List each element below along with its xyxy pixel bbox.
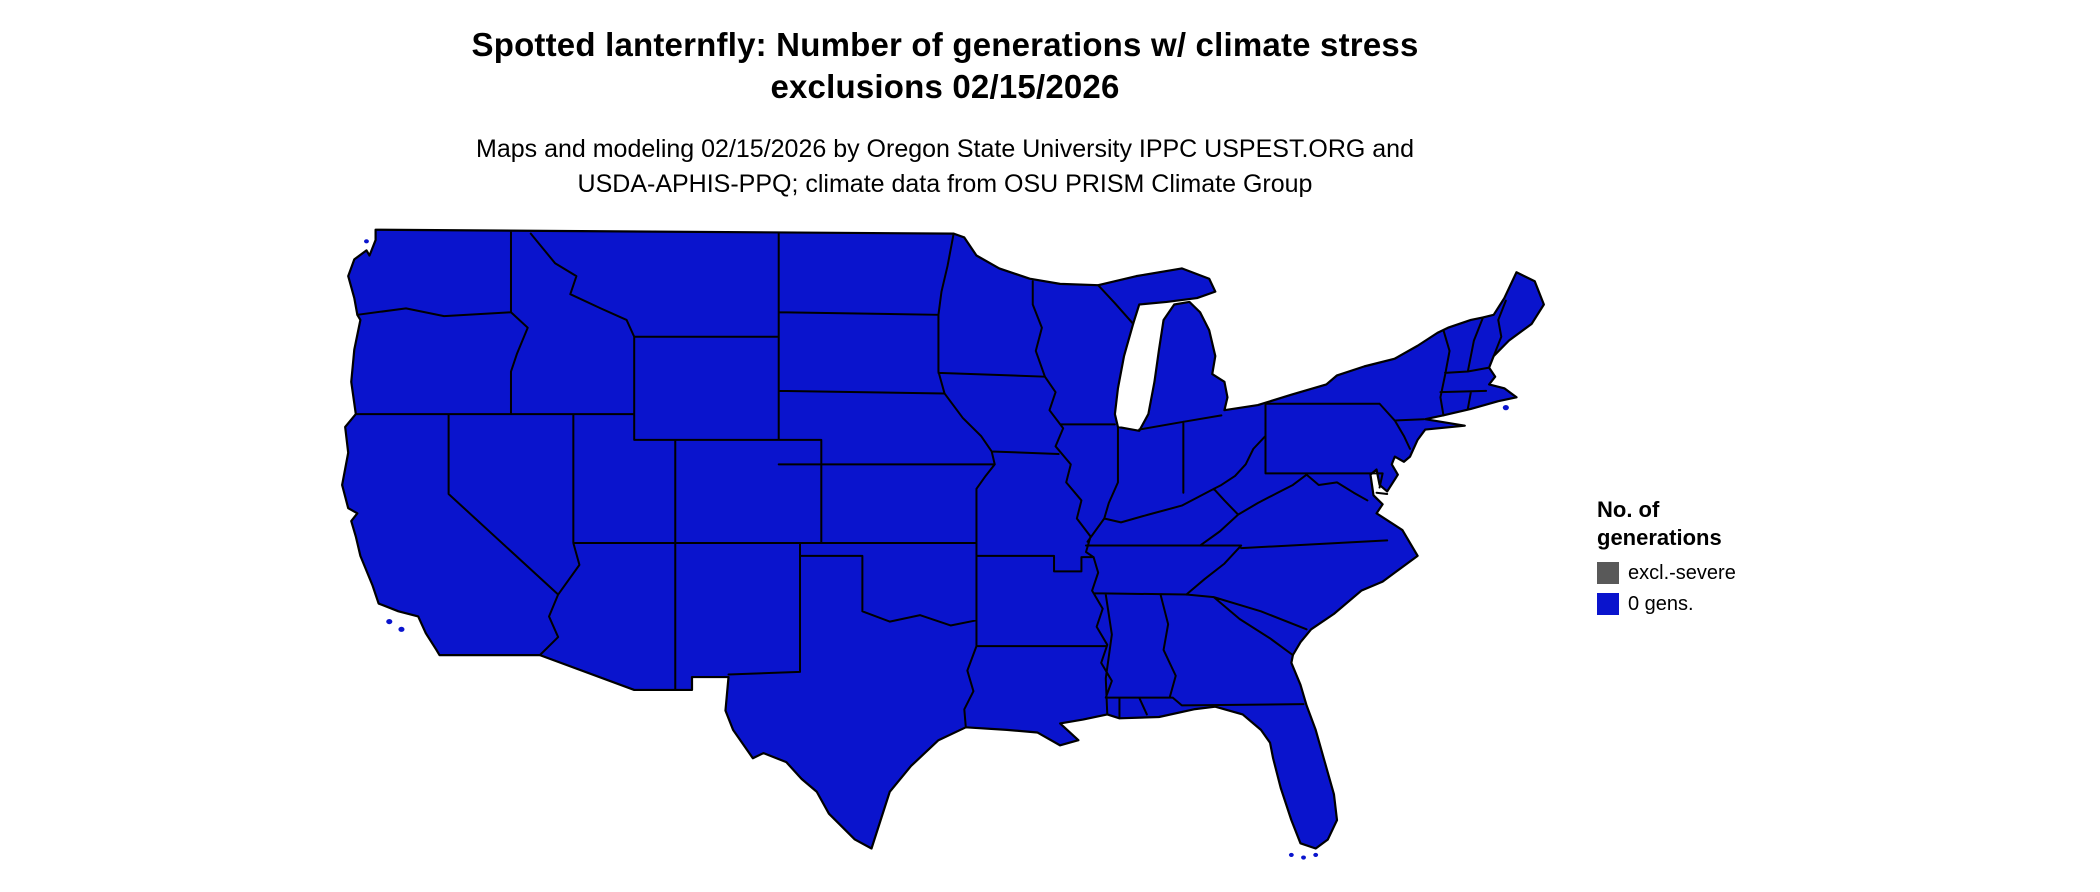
title-line-2: exclusions 02/15/2026: [770, 68, 1120, 105]
island-key-1: [1288, 852, 1294, 857]
zero-gens-swatch: [1597, 593, 1619, 615]
map-title: Spotted lanternfly: Number of generation…: [0, 24, 1890, 108]
state-borders: [356, 232, 1506, 727]
conus-landmass: [342, 230, 1544, 860]
map-subtitle: Maps and modeling 02/15/2026 by Oregon S…: [0, 132, 1890, 202]
island-nantucket: [1502, 405, 1509, 411]
legend-item-0-gens: 0 gens.: [1597, 592, 1736, 616]
us-conus-map: [333, 222, 1553, 860]
legend-title-line-2: generations: [1597, 525, 1722, 550]
subtitle-line-1: Maps and modeling 02/15/2026 by Oregon S…: [476, 135, 1414, 163]
legend-title-line-1: No. of: [1597, 497, 1660, 522]
legend-label-excl-severe: excl.-severe: [1628, 562, 1736, 584]
island-channel-1: [386, 619, 393, 625]
excl-severe-swatch-rect: [1597, 562, 1619, 584]
legend-item-excl-severe: excl.-severe: [1597, 561, 1736, 585]
legend-label-0-gens: 0 gens.: [1628, 593, 1694, 615]
island-key-3: [1313, 852, 1319, 857]
island-channel-2: [398, 626, 405, 632]
subtitle-line-2: USDA-APHIS-PPQ; climate data from OSU PR…: [577, 170, 1313, 198]
header: Spotted lanternfly: Number of generation…: [0, 24, 1890, 202]
title-line-1: Spotted lanternfly: Number of generation…: [471, 26, 1419, 63]
legend-title: No. of generations: [1597, 496, 1736, 552]
island-san-juan: [364, 239, 369, 244]
conus-outline: [342, 230, 1544, 849]
legend: No. of generations excl.-severe 0 gens.: [1597, 496, 1736, 616]
island-key-2: [1301, 855, 1306, 860]
zero-gens-swatch-rect: [1597, 593, 1619, 615]
legend-items: excl.-severe 0 gens.: [1597, 561, 1736, 616]
excl-severe-swatch: [1597, 562, 1619, 584]
